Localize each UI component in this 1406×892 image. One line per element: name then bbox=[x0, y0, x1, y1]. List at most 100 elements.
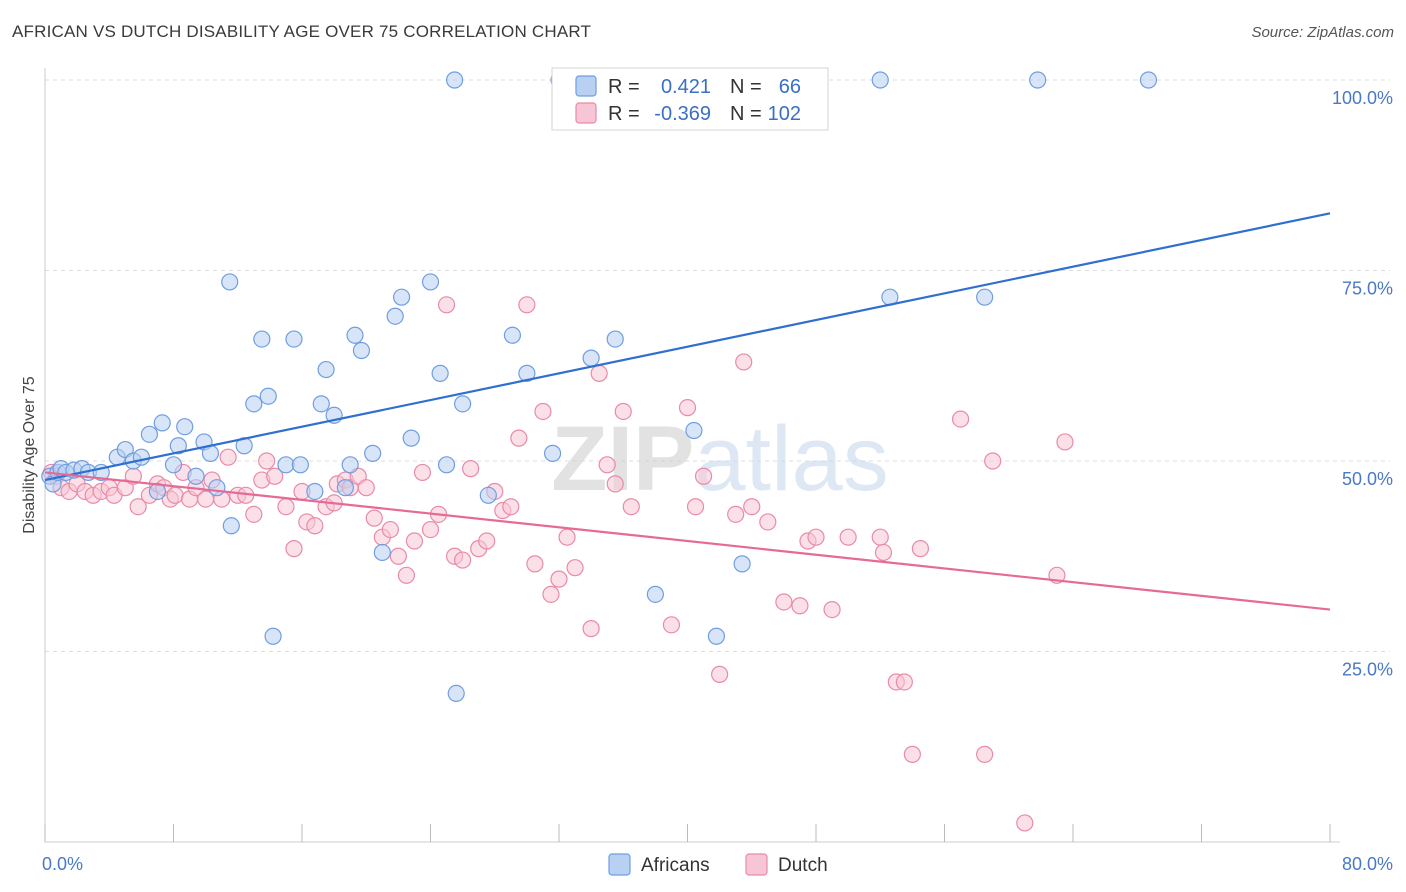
watermark: ZIPatlas bbox=[551, 408, 888, 510]
bottom-legend-swatch-africans bbox=[608, 853, 631, 876]
dutch-point-63 bbox=[526, 555, 544, 573]
bottom-legend-label-africans: Africans bbox=[641, 855, 710, 876]
africans-point-60 bbox=[707, 627, 726, 645]
bottom-legend-swatch-dutch bbox=[745, 853, 768, 876]
africans-point-58 bbox=[646, 585, 664, 603]
dutch-point-75 bbox=[662, 616, 681, 634]
dutch-point-89 bbox=[839, 528, 857, 546]
africans-point-19 bbox=[187, 467, 205, 485]
africans-point-65 bbox=[1029, 71, 1047, 89]
legend-swatch-dutch bbox=[575, 102, 597, 124]
africans-point-54 bbox=[518, 364, 536, 382]
watermark-atlas: atlas bbox=[694, 408, 888, 510]
legend-r-value-dutch: -0.369 bbox=[654, 103, 711, 125]
dutch-point-27 bbox=[245, 505, 263, 523]
dutch-point-88 bbox=[823, 600, 841, 619]
dutch-series bbox=[42, 296, 1074, 832]
africans-point-29 bbox=[264, 627, 282, 645]
dutch-point-77 bbox=[686, 498, 705, 516]
gridlines bbox=[45, 79, 1390, 652]
y-tick-label-1: 75.0% bbox=[1342, 279, 1393, 299]
dutch-point-80 bbox=[727, 505, 745, 523]
legend-n-label-africans: N = bbox=[730, 76, 762, 98]
dutch-point-48 bbox=[405, 532, 424, 550]
africans-point-66 bbox=[1139, 71, 1158, 89]
africans-point-50 bbox=[447, 684, 465, 703]
y-tick-label-0: 100.0% bbox=[1332, 88, 1393, 108]
africans-point-31 bbox=[285, 330, 303, 348]
dutch-point-62 bbox=[518, 296, 536, 314]
watermark-zip: ZIP bbox=[551, 408, 694, 510]
africans-point-28 bbox=[259, 387, 277, 405]
africans-series bbox=[41, 71, 1158, 703]
dutch-point-12 bbox=[129, 498, 147, 516]
dutch-point-73 bbox=[614, 402, 632, 421]
y-tick-label-3: 25.0% bbox=[1342, 660, 1393, 680]
dutch-point-45 bbox=[381, 520, 399, 539]
dutch-point-90 bbox=[871, 528, 889, 546]
x-tick-labels: 0.0% 80.0% bbox=[42, 854, 1393, 874]
africans-point-15 bbox=[153, 414, 171, 432]
x-tick-label-0: 0.0% bbox=[42, 854, 83, 874]
series-legend: Africans Dutch bbox=[608, 853, 828, 876]
africans-point-47 bbox=[431, 364, 449, 382]
africans-point-42 bbox=[373, 543, 391, 562]
stats-legend: R = 0.421 N = 66 R = -0.369 N = 102 bbox=[551, 67, 829, 131]
dutch-point-55 bbox=[462, 460, 480, 478]
dutch-point-101 bbox=[1056, 433, 1074, 451]
dutch-point-68 bbox=[566, 559, 584, 577]
legend-r-value-africans: 0.421 bbox=[661, 76, 711, 98]
africans-point-24 bbox=[222, 517, 240, 535]
africans-point-18 bbox=[176, 418, 194, 436]
dutch-point-94 bbox=[903, 745, 921, 763]
dutch-point-69 bbox=[582, 620, 600, 638]
dutch-point-71 bbox=[598, 456, 616, 474]
legend-swatch-africans bbox=[575, 75, 597, 97]
dutch-point-46 bbox=[389, 547, 407, 565]
africans-point-38 bbox=[346, 326, 364, 344]
x-tick-label-1: 80.0% bbox=[1342, 854, 1393, 874]
africans-point-49 bbox=[445, 71, 464, 89]
africans-point-56 bbox=[582, 349, 600, 367]
africans-point-48 bbox=[437, 456, 456, 474]
dutch-point-49 bbox=[413, 463, 432, 482]
dutch-point-60 bbox=[502, 498, 520, 516]
dutch-point-43 bbox=[365, 509, 383, 527]
dutch-point-87 bbox=[807, 528, 825, 546]
africans-point-43 bbox=[386, 307, 404, 325]
africans-point-34 bbox=[317, 360, 335, 379]
africans-point-44 bbox=[392, 288, 411, 306]
chart-title: AFRICAN VS DUTCH DISABILITY AGE OVER 75 … bbox=[12, 22, 592, 41]
africans-point-46 bbox=[421, 273, 440, 291]
dutch-point-65 bbox=[542, 585, 560, 603]
dutch-point-24 bbox=[219, 448, 237, 466]
dutch-point-78 bbox=[694, 467, 713, 485]
africans-point-27 bbox=[253, 330, 271, 348]
trendlines bbox=[44, 212, 1331, 611]
legend-r-label-africans: R = bbox=[608, 76, 640, 98]
dutch-point-42 bbox=[357, 479, 375, 497]
africans-point-55 bbox=[543, 444, 562, 462]
dutch-trendline bbox=[44, 471, 1331, 611]
dutch-point-47 bbox=[397, 566, 416, 584]
axes bbox=[44, 68, 1340, 843]
legend-n-value-dutch: 102 bbox=[768, 103, 801, 125]
africans-point-52 bbox=[479, 486, 497, 504]
dutch-point-70 bbox=[590, 364, 608, 382]
dutch-point-17 bbox=[166, 486, 184, 504]
dutch-point-30 bbox=[266, 467, 284, 485]
dutch-point-74 bbox=[622, 498, 640, 516]
africans-point-59 bbox=[685, 421, 703, 440]
dutch-point-79 bbox=[711, 665, 729, 683]
dutch-point-66 bbox=[550, 570, 568, 588]
africans-point-45 bbox=[402, 429, 420, 447]
africans-point-26 bbox=[245, 395, 263, 413]
dutch-point-81 bbox=[735, 353, 753, 371]
bottom-legend-label-dutch: Dutch bbox=[778, 855, 828, 876]
africans-point-53 bbox=[503, 326, 522, 344]
source-credit: Source: ZipAtlas.com bbox=[1251, 24, 1394, 41]
dutch-point-31 bbox=[277, 498, 295, 516]
dutch-point-64 bbox=[534, 402, 552, 421]
africans-point-33 bbox=[306, 482, 324, 501]
africans-point-17 bbox=[169, 437, 187, 455]
